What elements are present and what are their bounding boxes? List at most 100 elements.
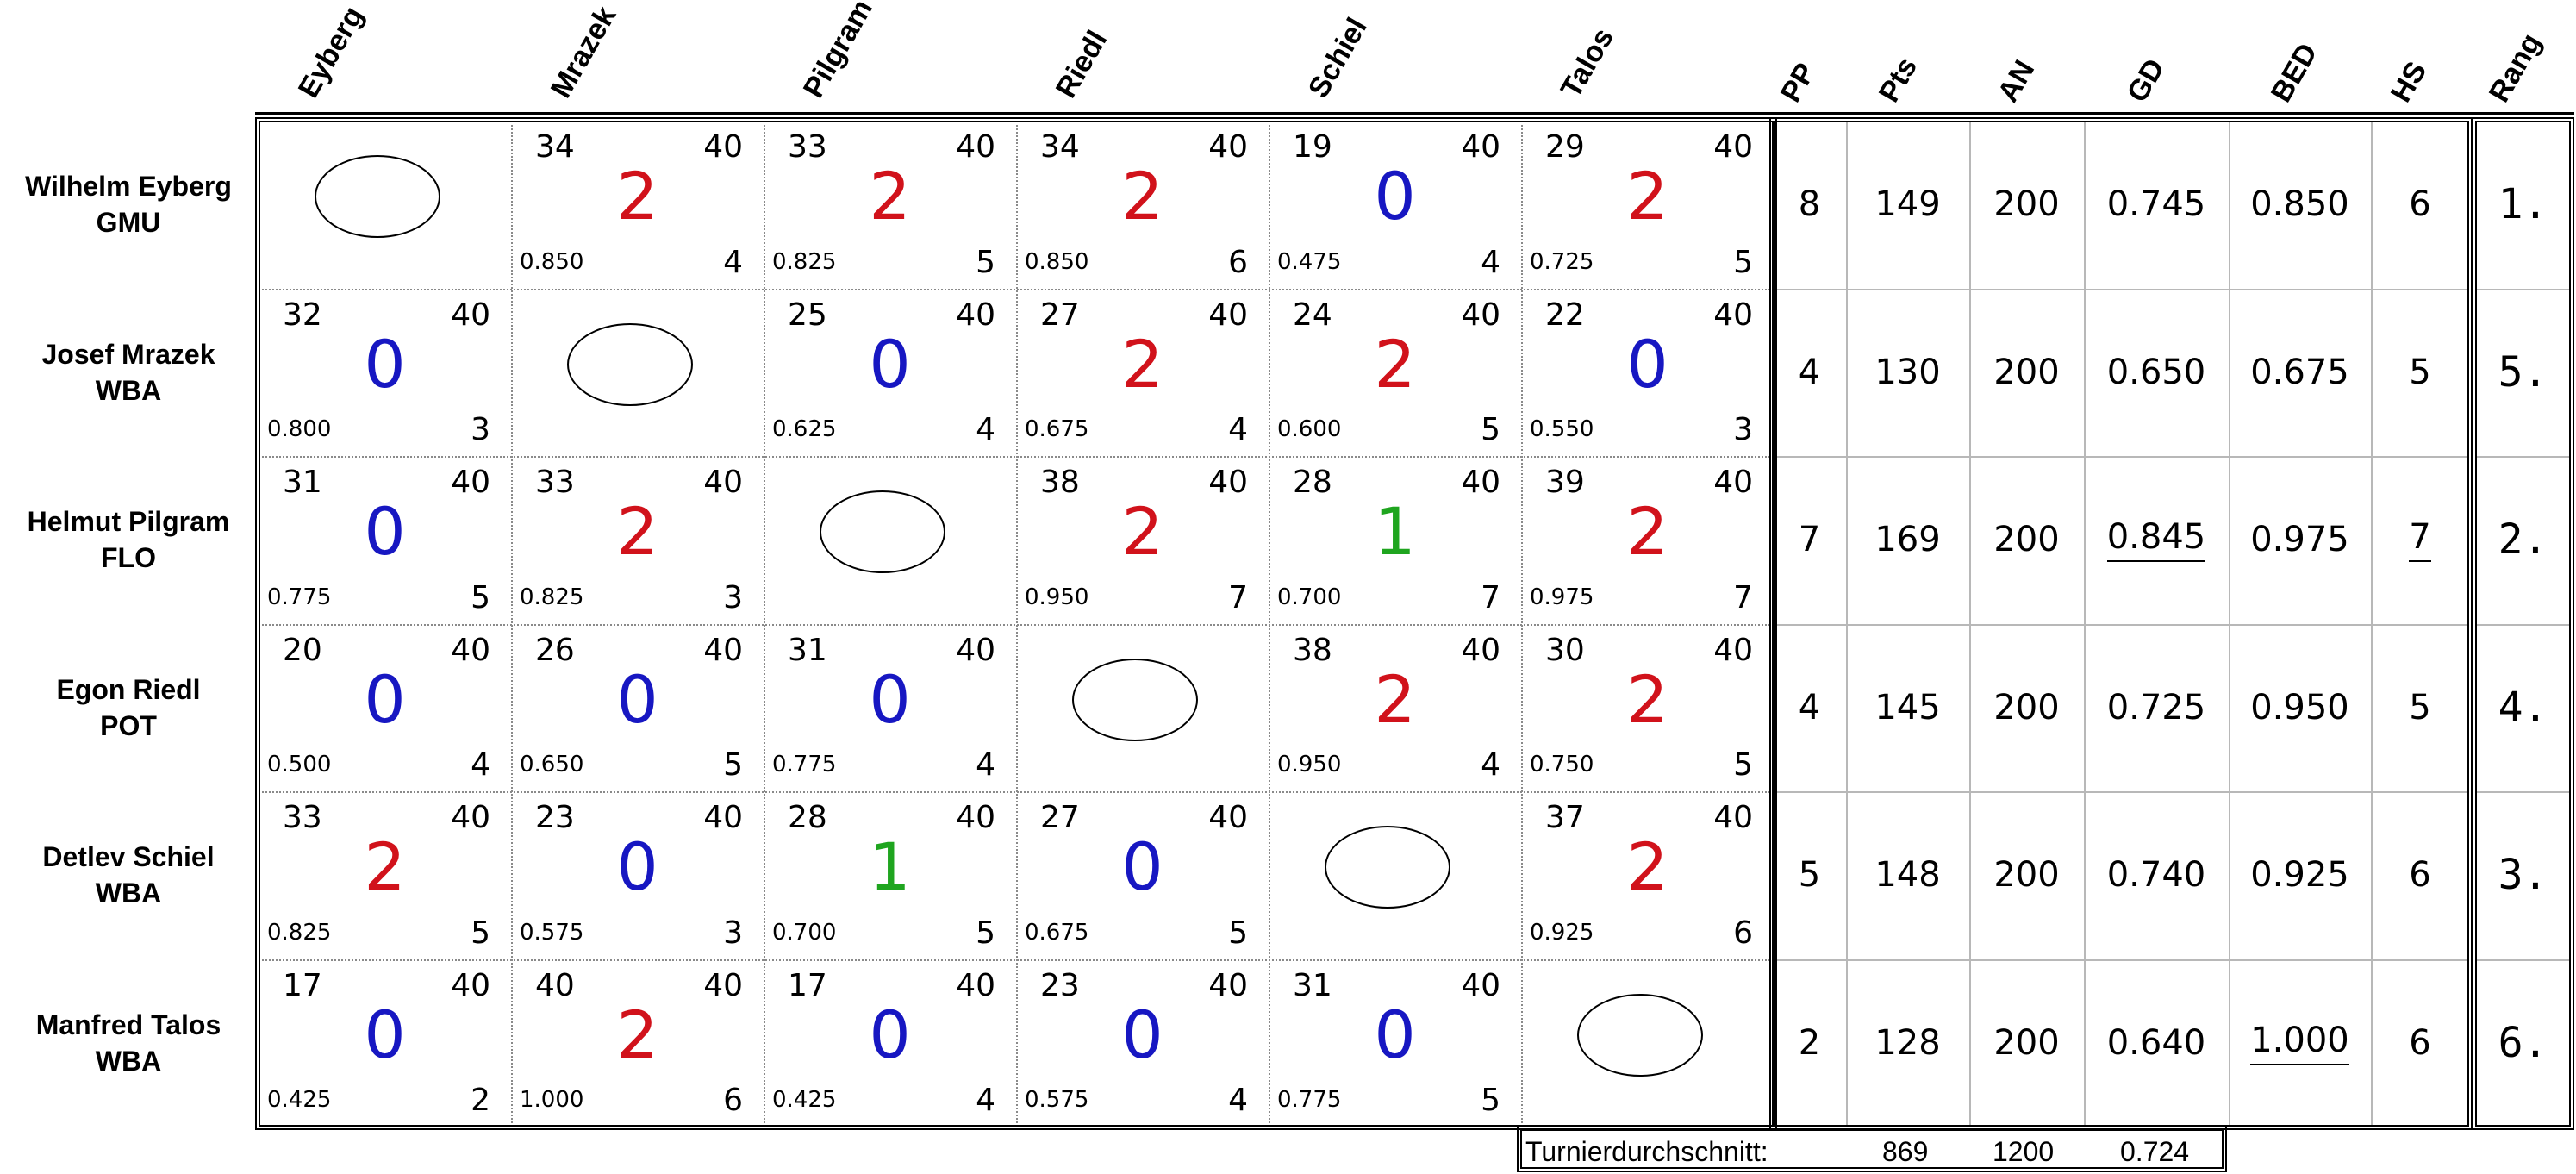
target-score: 40 — [451, 967, 490, 1003]
match-points: 2 — [616, 996, 658, 1073]
match-cell: 31 40 0 0.775 5 — [1269, 959, 1521, 1127]
diagonal-oval — [1072, 658, 1198, 741]
stat-value: 7 — [1798, 520, 1821, 560]
match-points: 0 — [1374, 158, 1416, 234]
stat-value: 0.975 — [2250, 520, 2349, 560]
stat-value: 4 — [1798, 352, 1821, 392]
match-points: 2 — [1626, 158, 1668, 234]
high-series: 5 — [1733, 244, 1753, 280]
match-average: 0.950 — [1277, 752, 1342, 777]
high-series: 3 — [723, 915, 743, 951]
target-score: 40 — [1713, 129, 1753, 165]
match-average: 0.475 — [1277, 248, 1342, 275]
stat-value: 200 — [1993, 855, 2060, 896]
diagonal-oval — [1325, 826, 1450, 909]
own-score: 34 — [1040, 129, 1080, 165]
own-score: 23 — [1040, 967, 1080, 1003]
player-row-label: Josef Mrazek WBA — [0, 336, 257, 409]
stat-pts: 169 — [1846, 456, 1969, 624]
diagonal-oval — [315, 155, 440, 238]
player-row-label: Helmut Pilgram FLO — [0, 503, 257, 576]
match-cell: 33 40 2 0.825 5 — [259, 791, 511, 959]
match-points: 0 — [1626, 325, 1668, 403]
match-points: 0 — [364, 493, 406, 570]
match-average: 0.775 — [1277, 1087, 1342, 1113]
match-cell: 17 40 0 0.425 2 — [259, 959, 511, 1127]
own-score: 39 — [1545, 465, 1585, 500]
high-series: 5 — [1481, 412, 1500, 447]
high-series: 5 — [1733, 747, 1753, 783]
header-rule — [255, 112, 1777, 115]
target-score: 40 — [1208, 465, 1248, 500]
stat-value: 200 — [1993, 1022, 2060, 1063]
grid-line — [259, 791, 1774, 793]
match-average: 0.850 — [1025, 248, 1089, 275]
stat-bed: 0.675 — [2229, 289, 2371, 457]
stat-hs: 5 — [2371, 289, 2469, 457]
stat-value: 0.845 — [2106, 517, 2206, 563]
stat-value: 8 — [1798, 184, 1821, 225]
high-series: 4 — [471, 747, 490, 783]
target-score: 40 — [1713, 632, 1753, 668]
stat-bed: 0.975 — [2229, 456, 2371, 624]
stat-pts: 149 — [1846, 121, 1969, 289]
grid-line — [2475, 623, 2571, 626]
match-average: 0.425 — [772, 1087, 837, 1113]
target-score: 40 — [956, 129, 995, 165]
match-average: 0.575 — [520, 919, 584, 946]
high-series: 7 — [1481, 579, 1500, 615]
stat-header-an: AN — [1991, 54, 2041, 108]
match-cell: 17 40 0 0.425 4 — [764, 959, 1016, 1127]
high-series: 6 — [1733, 915, 1753, 951]
own-score: 33 — [535, 465, 575, 500]
grid-line — [259, 959, 1774, 961]
own-score: 31 — [1293, 967, 1332, 1003]
match-cell: 40 40 2 1.000 6 — [511, 959, 764, 1127]
target-score: 40 — [451, 800, 490, 835]
high-series: 7 — [1228, 579, 1248, 615]
grid-line — [2475, 791, 2571, 793]
diagonal-oval — [1577, 993, 1703, 1077]
high-series: 4 — [976, 412, 995, 447]
own-score: 34 — [535, 129, 575, 165]
match-cell: 34 40 2 0.850 4 — [511, 121, 764, 289]
stat-value: 6 — [2409, 1022, 2431, 1063]
match-average: 0.800 — [267, 416, 332, 442]
match-points: 1 — [1374, 493, 1416, 570]
target-score: 40 — [1208, 800, 1248, 835]
grid-line — [2475, 288, 2571, 290]
high-series: 4 — [1228, 1083, 1248, 1118]
grid-line — [1773, 456, 2469, 458]
match-average: 0.725 — [1530, 248, 1594, 275]
match-points: 2 — [364, 828, 406, 905]
stat-value: 0.675 — [2250, 352, 2349, 392]
high-series: 4 — [976, 1083, 995, 1118]
stat-value: 149 — [1874, 184, 1941, 225]
match-points: 2 — [616, 158, 658, 234]
stat-hs: 6 — [2371, 791, 2469, 959]
match-cell: 31 40 0 0.775 4 — [764, 624, 1016, 792]
stat-value: 0.745 — [2106, 184, 2206, 225]
match-average: 0.700 — [1277, 584, 1342, 610]
column-header-eyberg: Eyberg — [291, 1, 371, 104]
own-score: 22 — [1545, 297, 1585, 333]
stat-value: 5 — [2409, 352, 2431, 392]
own-score: 25 — [788, 297, 827, 333]
match-cell: 37 40 2 0.925 6 — [1521, 791, 1774, 959]
stat-an: 200 — [1969, 121, 2084, 289]
match-average: 0.600 — [1277, 416, 1342, 442]
target-score: 40 — [451, 297, 490, 333]
own-score: 31 — [283, 465, 322, 500]
stat-pp: 2 — [1773, 959, 1846, 1127]
match-cell: 33 40 2 0.825 5 — [764, 121, 1016, 289]
match-points: 0 — [1121, 828, 1163, 905]
grid-line — [1521, 121, 1523, 1127]
stat-gd: 0.740 — [2084, 791, 2229, 959]
match-points: 2 — [616, 493, 658, 570]
high-series: 2 — [471, 1083, 490, 1118]
stat-an: 200 — [1969, 791, 2084, 959]
grid-line — [2475, 959, 2571, 961]
high-series: 6 — [723, 1083, 743, 1118]
match-average: 0.925 — [1530, 919, 1594, 946]
own-score: 26 — [535, 632, 575, 668]
